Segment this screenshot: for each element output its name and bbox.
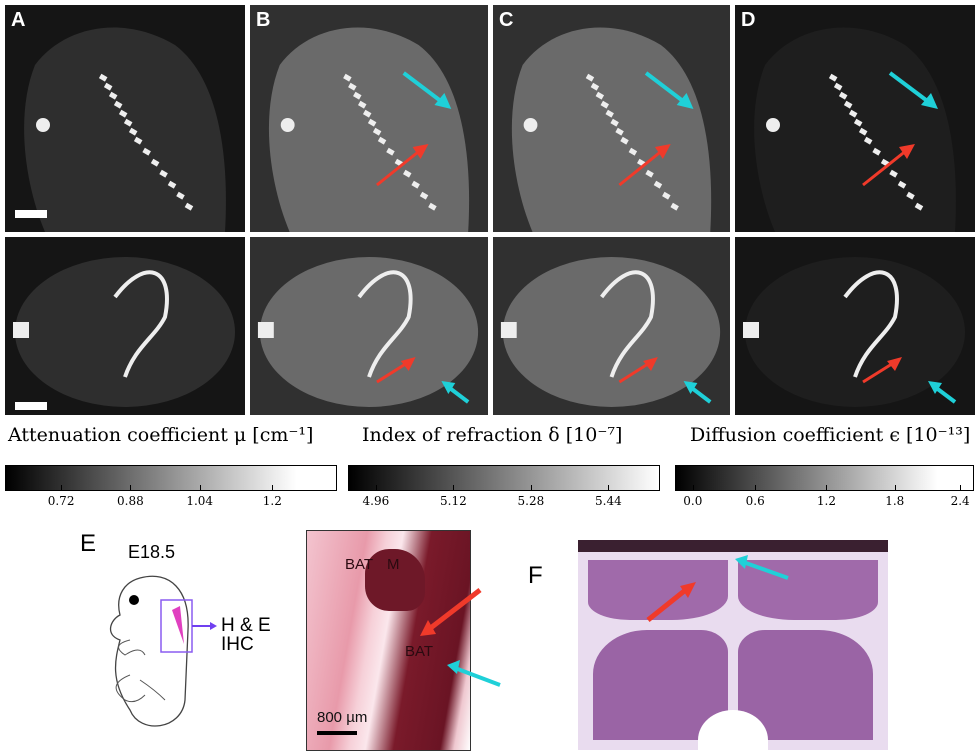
colorbar-tick-mark	[960, 485, 962, 490]
colorbar-tick-mark	[199, 485, 201, 490]
panel-label: C	[499, 9, 514, 31]
panel-label-E: E	[80, 530, 97, 557]
bat-label: BAT	[405, 643, 434, 660]
colorbar-tick-mark	[453, 485, 455, 490]
arrows-e	[420, 588, 501, 687]
ct-image-C-sagittal: C	[493, 5, 730, 232]
colorbar-tick-label: 5.28	[517, 494, 545, 508]
panel-label: A	[11, 9, 26, 31]
scalebar	[317, 731, 357, 735]
colorbar-tick-mark	[755, 485, 757, 490]
colorbar-tick-mark	[692, 485, 694, 490]
colorbar-title-refraction: Index of refraction δ [10⁻⁷]	[362, 424, 623, 446]
colorbar-tick-mark	[130, 485, 132, 490]
colorbar-title-diffusion: Diffusion coefficient ϵ [10⁻¹³]	[690, 424, 971, 446]
colorbar-tick-mark	[826, 485, 828, 490]
arrows-f	[646, 555, 789, 622]
colorbar-tick-label: 5.12	[440, 494, 467, 508]
colorbar-diffusion	[675, 465, 974, 491]
colorbar-tick-label: 1.2	[816, 494, 837, 508]
colorbar-tick-label: 4.96	[362, 494, 390, 508]
ct-image-C-axial	[493, 237, 730, 415]
colorbar-tick-mark	[272, 485, 274, 490]
scalebar-label: 800 µm	[317, 709, 368, 726]
colorbar-tick-label: 0.88	[117, 494, 144, 508]
method-ihc: IHC	[221, 634, 254, 655]
ct-image-D-sagittal: D	[735, 5, 975, 232]
embryo-schematic	[109, 575, 217, 727]
ct-image-B-sagittal: B	[250, 5, 488, 232]
colorbar-tick-label: 2.4	[950, 494, 970, 508]
colorbar-tick-label: 1.2	[262, 494, 282, 508]
panel-label-F: F	[528, 562, 543, 589]
colorbar-attenuation	[5, 465, 337, 491]
ct-image-A-sagittal: A	[5, 5, 245, 232]
histology-image-f	[578, 540, 888, 750]
colorbar-tick-label: 1.04	[186, 494, 214, 508]
histology-image-e: BAT M BAT 800 µm	[306, 530, 471, 751]
colorbar-tick-label: 0.6	[745, 494, 765, 508]
colorbar-tick-mark	[894, 485, 896, 490]
colorbar-tick-label: 5.44	[595, 494, 622, 508]
ct-image-B-axial	[250, 237, 488, 415]
colorbar-tick-mark	[375, 485, 377, 490]
colorbar-refraction	[348, 465, 660, 491]
colorbar-tick-mark	[608, 485, 610, 490]
ct-image-D-axial	[735, 237, 975, 415]
muscle-label: M	[387, 556, 400, 573]
method-he: H & E	[221, 615, 271, 636]
stage-label: E18.5	[128, 542, 176, 562]
bat-label: BAT	[345, 556, 374, 573]
colorbar-tick-mark	[61, 485, 63, 490]
colorbar-tick-mark	[530, 485, 532, 490]
ct-image-A-axial	[5, 237, 245, 415]
colorbar-tick-label: 0.0	[683, 494, 703, 508]
panel-label: B	[256, 9, 271, 31]
panel-label: D	[741, 9, 756, 31]
colorbar-title-attenuation: Attenuation coefficient μ [cm⁻¹]	[8, 424, 314, 446]
colorbar-tick-label: 0.72	[47, 494, 75, 508]
colorbar-tick-label: 1.8	[885, 494, 905, 508]
